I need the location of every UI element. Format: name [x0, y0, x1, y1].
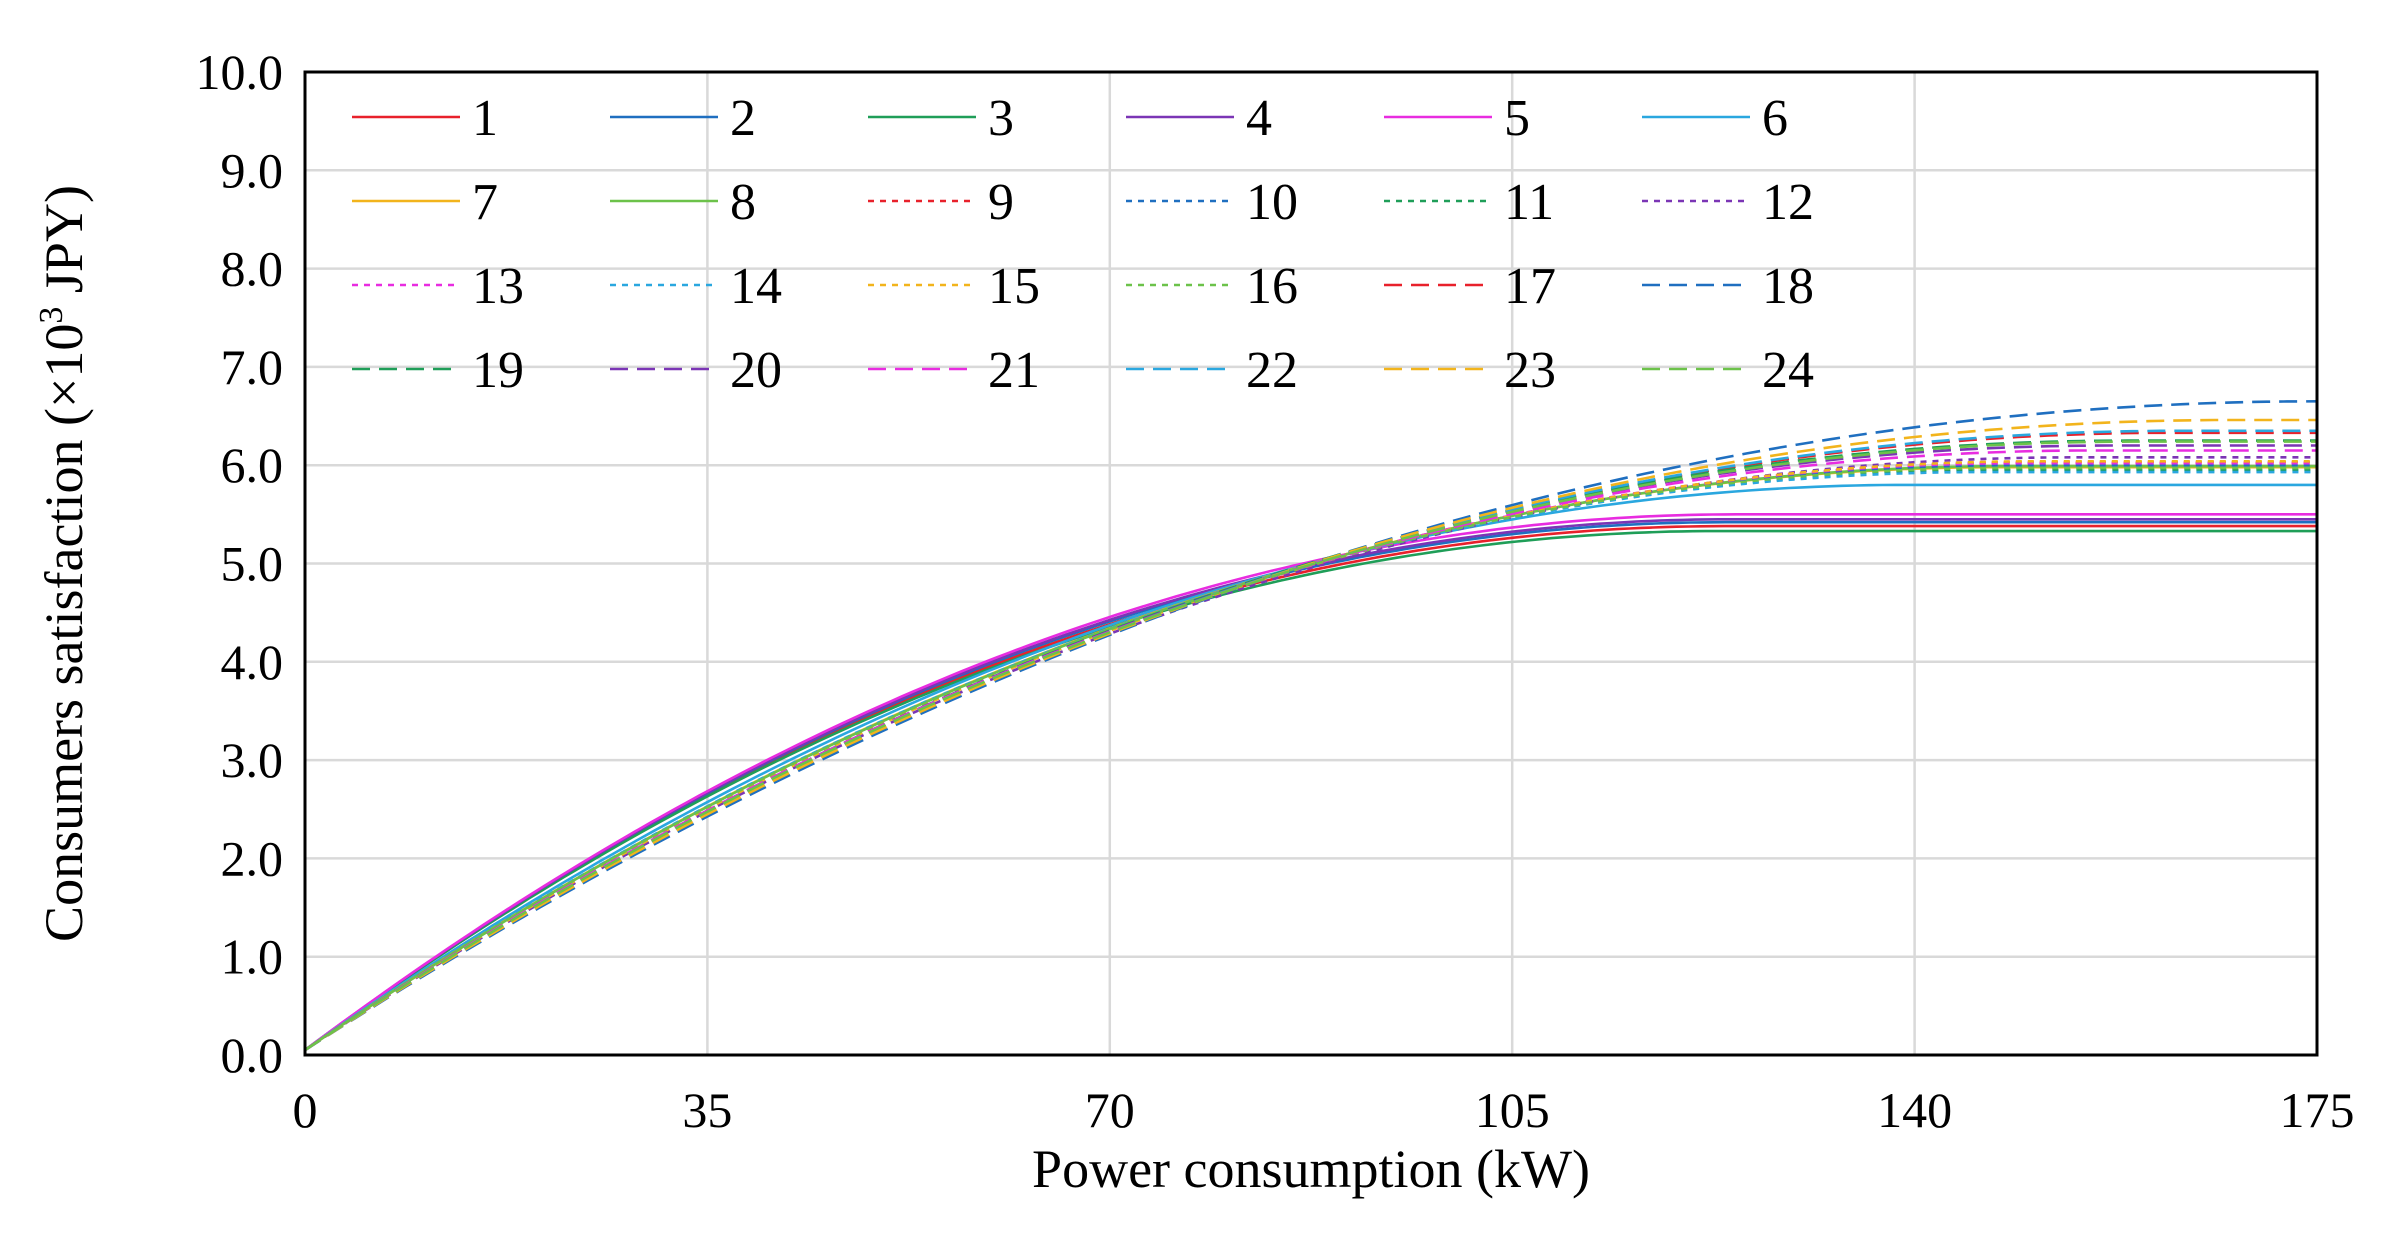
legend-label-17: 17 — [1504, 258, 1556, 315]
y-tick-label: 1.0 — [221, 929, 284, 985]
x-tick-label: 70 — [1085, 1082, 1135, 1138]
y-axis-title-unit: JPY) — [34, 185, 94, 307]
legend-label-5: 5 — [1504, 90, 1530, 147]
legend-label-12: 12 — [1762, 174, 1814, 231]
y-tick-label: 5.0 — [221, 536, 284, 592]
series-lines — [304, 400, 2318, 1052]
series-line-6 — [304, 483, 2317, 1052]
legend-label-10: 10 — [1246, 174, 1298, 231]
x-tick-label: 35 — [682, 1082, 732, 1138]
legend-label-6: 6 — [1762, 90, 1788, 147]
y-tick-label: 2.0 — [221, 830, 284, 886]
x-tick-label: 140 — [1877, 1082, 1952, 1138]
legend-label-22: 22 — [1246, 342, 1298, 399]
y-tick-label: 9.0 — [221, 142, 284, 198]
legend-label-14: 14 — [730, 258, 782, 315]
legend-label-21: 21 — [988, 342, 1040, 399]
legend-label-2: 2 — [730, 90, 756, 147]
y-axis-ticks: 0.0 1.0 2.0 3.0 4.0 5.0 6.0 7.0 8.0 9.0 10.0 — [196, 44, 284, 1083]
y-tick-label: 7.0 — [221, 339, 284, 395]
legend-label-23: 23 — [1504, 342, 1556, 399]
legend-label-13: 13 — [472, 258, 524, 315]
x-tick-label: 105 — [1475, 1082, 1550, 1138]
y-tick-label: 6.0 — [221, 437, 284, 493]
legend-label-11: 11 — [1504, 174, 1554, 231]
series-line-5 — [304, 512, 2317, 1052]
y-axis-title-superscript: 3 — [33, 307, 70, 324]
legend-label-19: 19 — [472, 342, 524, 399]
legend-label-18: 18 — [1762, 258, 1814, 315]
series-line-16 — [304, 466, 2317, 1052]
series-line-24 — [304, 440, 2317, 1052]
x-tick-label: 175 — [2280, 1082, 2355, 1138]
legend-label-3: 3 — [988, 90, 1014, 147]
y-tick-label: 10.0 — [196, 44, 284, 100]
legend-label-1: 1 — [472, 90, 498, 147]
x-axis-title: Power consumption (kW) — [1032, 1139, 1590, 1199]
legend-label-24: 24 — [1762, 342, 1814, 399]
y-tick-label: 4.0 — [221, 634, 284, 690]
legend-label-20: 20 — [730, 342, 782, 399]
y-axis-title-main: Consumers satisfaction (×10 — [34, 324, 94, 942]
y-tick-label: 3.0 — [221, 732, 284, 788]
legend-label-7: 7 — [472, 174, 498, 231]
legend-label-4: 4 — [1246, 90, 1272, 147]
legend-label-16: 16 — [1246, 258, 1298, 315]
y-tick-label: 8.0 — [221, 241, 284, 297]
legend-label-9: 9 — [988, 174, 1014, 231]
x-tick-label: 0 — [293, 1082, 318, 1138]
x-axis-ticks: 0 35 70 105 140 175 — [293, 1082, 2355, 1138]
plot-area-frame — [303, 70, 2319, 1057]
legend-label-15: 15 — [988, 258, 1040, 315]
y-axis-title: Consumers satisfaction (×103 JPY) — [33, 185, 94, 942]
legend-label-8: 8 — [730, 174, 756, 231]
y-tick-label: 0.0 — [221, 1027, 284, 1083]
